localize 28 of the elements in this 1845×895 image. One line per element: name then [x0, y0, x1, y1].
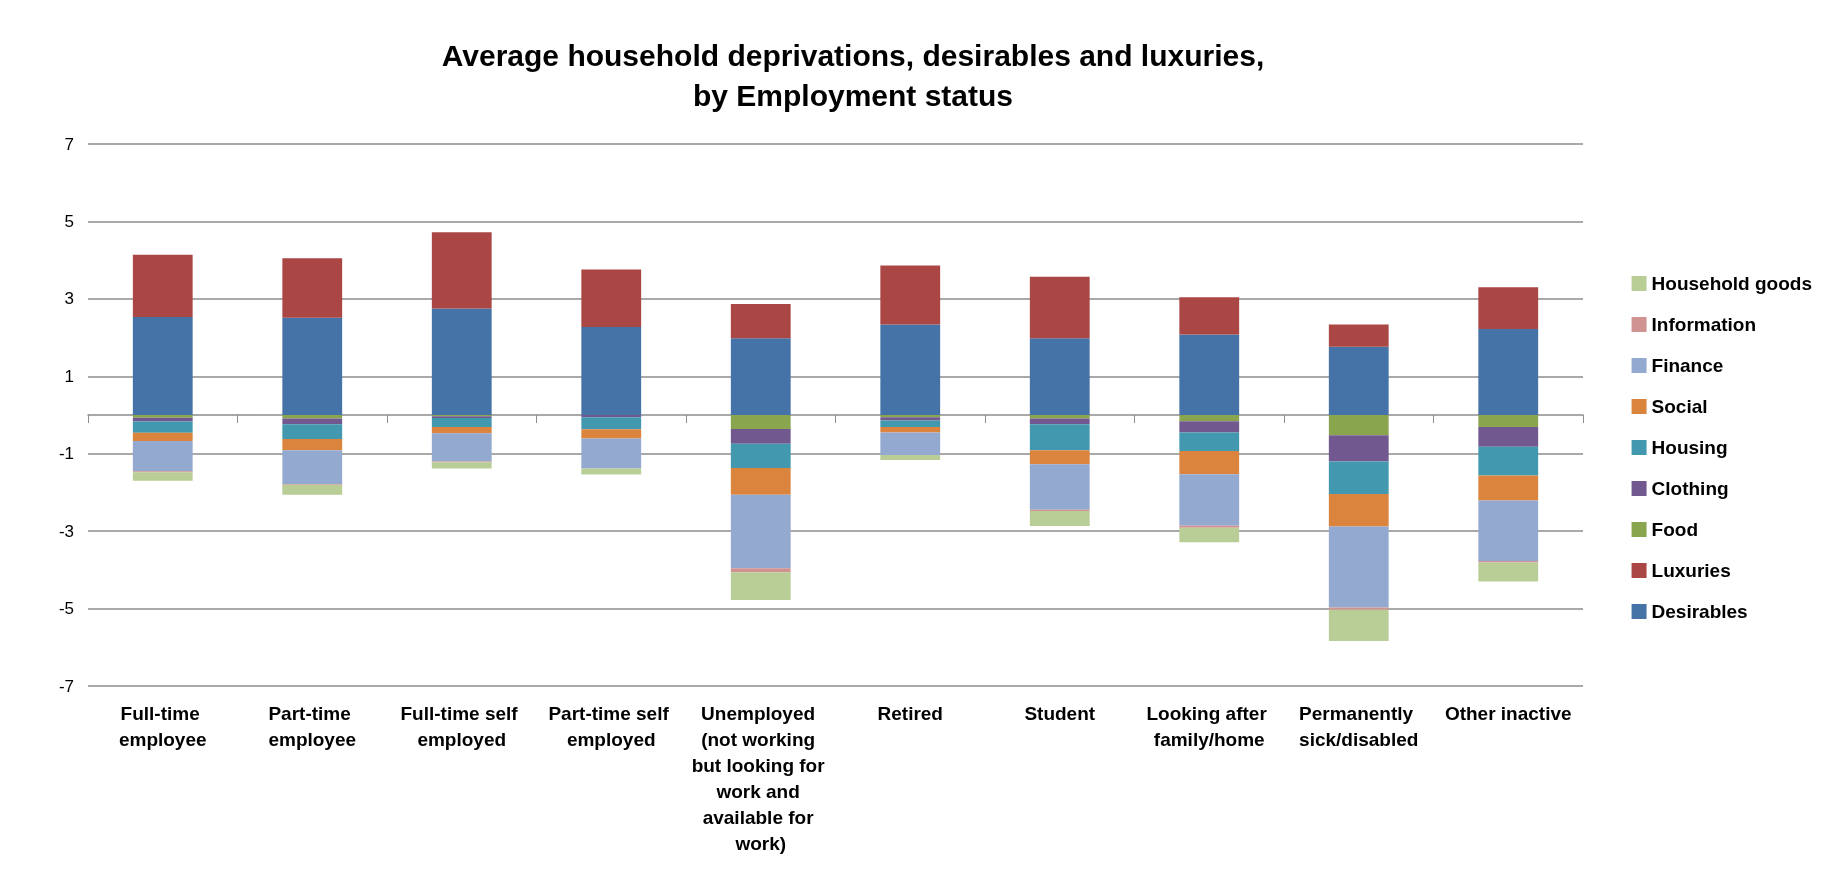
y-tick-label: -5 [58, 599, 74, 619]
legend-label: Luxuries [1651, 560, 1731, 581]
legend-label: Desirables [1651, 601, 1748, 622]
x-tick-label: Unemployed (not working but looking for work and available for work) [691, 702, 830, 854]
x-tick-label: Retired [877, 702, 943, 724]
x-tick-label: Looking after family/home [1146, 702, 1273, 750]
legend-label: Clothing [1651, 478, 1729, 499]
legend-label: Social [1651, 396, 1708, 417]
x-tick-label: Full-time employee [118, 702, 207, 750]
chart-title: Average household deprivations, desirables and luxuries, by Employment status [441, 38, 1265, 112]
legend-label: Finance [1651, 355, 1724, 376]
legend-label: Food [1651, 519, 1698, 540]
legend-label: Information [1651, 314, 1757, 335]
x-tick-label: Part-time employee [268, 702, 357, 750]
x-tick-label: Permanently sick/disabled [1299, 702, 1419, 750]
y-tick-label: 1 [64, 366, 74, 386]
legend-label: Household goods [1651, 273, 1812, 294]
x-tick-label: Part-time self employed [548, 702, 675, 750]
y-tick-label: -3 [58, 521, 74, 541]
y-tick-label: -7 [58, 676, 74, 696]
x-tick-label: Student [1024, 702, 1096, 724]
y-tick-label: 5 [64, 211, 74, 231]
y-tick-label: 7 [64, 134, 74, 154]
x-tick-label: Other inactive [1444, 702, 1572, 724]
x-tick-label: Full-time self employed [400, 702, 523, 750]
y-tick-label: 3 [64, 289, 74, 309]
y-tick-label: -1 [58, 444, 74, 464]
legend-label: Housing [1651, 437, 1728, 458]
